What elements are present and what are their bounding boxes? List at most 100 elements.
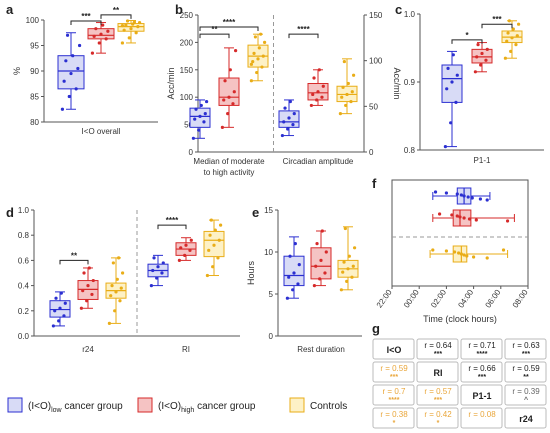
hbox-low xyxy=(432,187,491,205)
data-point xyxy=(228,68,232,72)
data-point xyxy=(62,79,66,83)
table-cell-box xyxy=(372,361,415,383)
x-tick-label: 08:00 xyxy=(511,288,530,310)
y-tick-label: 0.2 xyxy=(18,307,30,316)
data-point xyxy=(312,284,316,288)
data-point xyxy=(62,314,66,318)
panel-b: 0 50 100 150 200 250 Acc/min 0 50 100 150 Acc/min **… xyxy=(166,11,402,177)
y-tick-label: 1.0 xyxy=(404,10,416,19)
table-significance: * xyxy=(393,420,396,427)
data-point xyxy=(213,228,217,232)
data-point xyxy=(216,256,220,260)
table-header-label: RI xyxy=(434,368,443,378)
data-point xyxy=(76,66,80,71)
y-tick-label-right: 0 xyxy=(369,148,374,157)
table-cell-box xyxy=(416,384,459,406)
data-point xyxy=(443,145,447,149)
data-point xyxy=(219,223,223,227)
data-point xyxy=(280,133,284,138)
data-point xyxy=(134,31,138,35)
data-point xyxy=(287,275,291,279)
box-iqr xyxy=(471,48,493,64)
y-axis-title-right: Acc/min xyxy=(392,67,402,99)
data-point xyxy=(449,121,453,125)
table-cell: r = 0.59*** xyxy=(372,361,415,383)
table-cell: RI xyxy=(416,361,459,383)
data-point xyxy=(207,248,211,252)
table-cell-box xyxy=(460,338,503,360)
y-tick-label: 80 xyxy=(30,118,39,127)
data-point xyxy=(320,229,324,233)
table-cell-box xyxy=(460,384,503,406)
data-point xyxy=(282,120,286,124)
table-header-label: P1-1 xyxy=(472,391,491,401)
data-point xyxy=(345,279,349,283)
table-significance: *** xyxy=(522,351,530,358)
data-point xyxy=(208,233,212,237)
table-cell-box xyxy=(372,407,415,429)
data-point xyxy=(506,31,510,35)
x-tick-label: 04:00 xyxy=(456,288,475,310)
significance-bracket xyxy=(157,224,187,230)
x-axis-title: Time (clock hours) xyxy=(423,314,497,324)
data-point xyxy=(120,24,125,28)
data-point xyxy=(256,57,260,61)
data-point xyxy=(467,217,472,221)
data-point xyxy=(58,306,62,310)
data-point xyxy=(285,296,289,300)
data-point xyxy=(458,215,462,219)
x-label: r24 xyxy=(82,345,94,354)
data-point xyxy=(149,284,153,288)
data-point xyxy=(342,59,346,64)
data-point xyxy=(288,99,292,104)
data-point xyxy=(124,23,128,27)
data-point xyxy=(459,252,463,256)
y-tick-label-right: 100 xyxy=(369,57,383,66)
table-r-value: r = 0.38 xyxy=(380,410,408,419)
box-iqr xyxy=(310,247,332,280)
data-point xyxy=(260,65,264,69)
box-low xyxy=(147,254,169,288)
data-point xyxy=(253,35,257,39)
data-point xyxy=(297,263,301,267)
table-significance: *** xyxy=(478,374,486,381)
data-point xyxy=(517,22,521,26)
y-tick-label: 0.0 xyxy=(18,332,30,341)
data-point xyxy=(86,284,90,288)
data-point xyxy=(341,270,345,274)
data-point xyxy=(347,254,351,258)
data-point xyxy=(211,265,215,269)
data-point xyxy=(510,36,514,40)
data-point xyxy=(349,99,353,104)
table-r-value: r = 0.59 xyxy=(380,364,408,373)
data-point xyxy=(64,59,68,63)
box-high xyxy=(310,229,332,288)
table-significance: ** xyxy=(523,374,529,381)
box-low xyxy=(441,50,463,149)
data-point xyxy=(509,49,513,54)
table-cell-box xyxy=(504,407,547,429)
data-point xyxy=(346,81,350,86)
panel-c: 0.80.91.0****P1-1 xyxy=(404,10,544,165)
data-point xyxy=(137,20,142,25)
box-high xyxy=(307,68,329,108)
data-point xyxy=(92,34,96,38)
table-r-value: r = 0.7 xyxy=(383,387,406,396)
data-point xyxy=(470,196,474,200)
y-axis-title: Acc/min xyxy=(166,67,176,99)
data-point xyxy=(99,32,103,36)
data-point xyxy=(475,55,479,59)
data-point xyxy=(113,309,117,313)
data-point xyxy=(450,80,454,84)
data-point xyxy=(323,271,327,275)
data-point xyxy=(136,25,140,29)
data-point xyxy=(193,117,197,121)
data-point xyxy=(122,28,126,32)
table-cell-box xyxy=(504,361,547,383)
data-point xyxy=(478,197,482,201)
panel-letter-e: e xyxy=(252,205,259,220)
box-high xyxy=(77,266,99,310)
data-point xyxy=(59,291,63,295)
data-point xyxy=(339,288,343,292)
data-point xyxy=(94,27,98,31)
